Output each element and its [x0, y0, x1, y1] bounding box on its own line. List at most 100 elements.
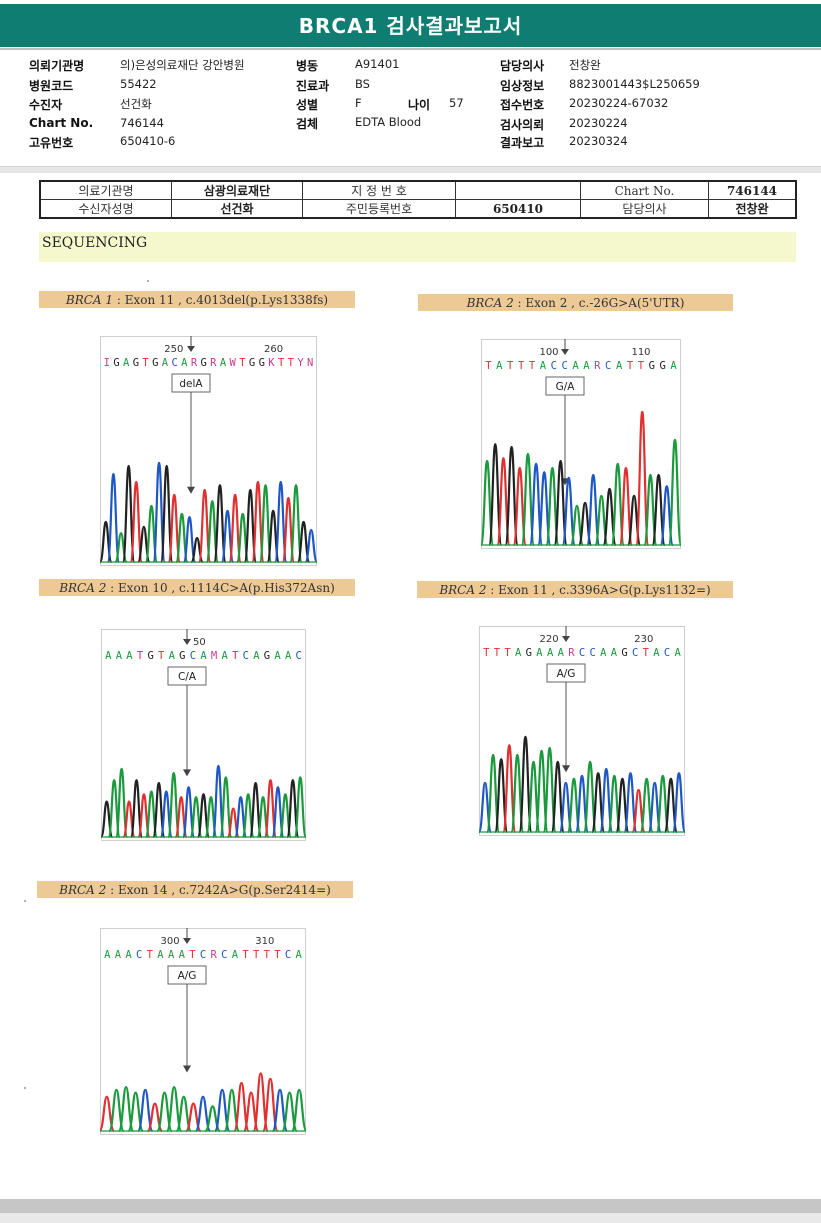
base-call: G	[133, 357, 139, 369]
receipt-no-label: 접수번호	[500, 98, 545, 112]
scan-speck	[24, 900, 26, 902]
base-call: A	[675, 647, 682, 659]
base-call: T	[518, 360, 525, 372]
gene-name: BRCA 2	[59, 581, 107, 595]
base-call: A	[157, 949, 164, 961]
base-call: T	[137, 650, 144, 662]
unique-no-value: 650410-6	[120, 134, 176, 148]
base-call: T	[242, 949, 249, 961]
trace-peak	[106, 472, 121, 564]
base-call: R	[594, 360, 601, 372]
chromatogram-c4: 220 230 T T T A G A A A R C C A A G C T A C A A/G	[479, 626, 685, 836]
trace-peak	[219, 776, 233, 839]
base-call: G	[264, 650, 270, 662]
position-tick: 100	[539, 347, 558, 358]
patient-label: 수진자	[29, 98, 63, 112]
base-call: T	[638, 360, 645, 372]
base-call: A	[611, 647, 618, 659]
variant-label-c5: BRCA 2 : Exon 14 , c.7242A>G(p.Ser2414=)	[37, 881, 353, 898]
department-label: 진료과	[296, 79, 330, 93]
base-call: A	[162, 357, 169, 369]
base-call: G	[621, 647, 627, 659]
info-cell: 수신자성명	[39, 199, 172, 219]
base-call: A	[116, 650, 123, 662]
request-date-value: 20230224	[569, 116, 628, 130]
trace-peak	[129, 480, 144, 564]
base-call: A	[547, 647, 554, 659]
base-call: C	[579, 647, 585, 659]
base-call: G	[660, 360, 666, 372]
base-call: T	[142, 357, 149, 369]
hospital-code-label: 병원코드	[29, 79, 74, 93]
patient-info-table: 의료기관명 삼광의료재단 지 정 번 호 Chart No. 746144 수신…	[39, 180, 797, 219]
base-call: A	[285, 650, 292, 662]
base-call: C	[200, 949, 206, 961]
doctor-value: 전창완	[569, 58, 601, 72]
trace-peak	[561, 476, 576, 547]
info-cell	[455, 180, 581, 200]
ward-label: 병동	[296, 59, 319, 73]
base-call: M	[211, 650, 217, 662]
hospital-value: 의)은성의료재단 강안병원	[120, 58, 245, 72]
base-call: C	[605, 360, 611, 372]
sex-label: 성별	[296, 98, 319, 112]
base-call: A	[123, 357, 130, 369]
chart-no-label: Chart No.	[29, 116, 94, 130]
base-call: G	[147, 650, 153, 662]
base-call: A	[168, 949, 175, 961]
base-call: T	[288, 357, 295, 369]
variant-desc: : Exon 10 , c.1114C>A(p.His372Asn)	[106, 581, 335, 595]
base-call: A	[181, 357, 188, 369]
top-arrowhead	[187, 346, 195, 352]
base-call: T	[158, 650, 165, 662]
base-call: C	[562, 360, 568, 372]
variant-desc: : Exon 14 , c.7242A>G(p.Ser2414=)	[106, 883, 331, 897]
base-call: A	[496, 360, 503, 372]
base-call: K	[268, 357, 275, 369]
top-arrowhead	[183, 938, 191, 944]
base-call: A	[600, 647, 607, 659]
age-value: 57	[449, 96, 464, 110]
base-call: C	[285, 949, 291, 961]
base-call: A	[200, 650, 207, 662]
base-call: G	[113, 357, 119, 369]
variant-desc: : Exon 11 , c.4013del(p.Lys1338fs)	[113, 293, 329, 307]
position-tick: 250	[164, 344, 183, 355]
base-call: Y	[297, 357, 304, 369]
base-call: R	[210, 949, 217, 961]
footer-strip	[0, 1213, 821, 1223]
pointer-arrowhead	[183, 1065, 191, 1073]
info-cell: 전창완	[708, 199, 797, 219]
callout-label: A/G	[178, 970, 197, 982]
top-arrowhead	[562, 636, 570, 642]
base-call: A	[104, 949, 111, 961]
base-call: C	[664, 647, 670, 659]
info-cell: 지 정 번 호	[302, 180, 456, 200]
base-call: T	[485, 360, 492, 372]
base-call: N	[307, 357, 313, 369]
pointer-arrowhead	[183, 769, 191, 777]
base-call: I	[104, 357, 110, 369]
base-call: T	[643, 647, 650, 659]
base-call: G	[200, 357, 206, 369]
base-call: T	[504, 647, 511, 659]
callout-label: delA	[179, 378, 203, 390]
receipt-no-value: 20230224-67032	[569, 96, 669, 110]
panel-frame	[100, 928, 306, 1135]
base-call: C	[296, 650, 302, 662]
trace-peak	[667, 438, 681, 547]
header-divider	[0, 166, 821, 173]
hospital-code-value: 55422	[120, 77, 157, 91]
base-call: C	[632, 647, 638, 659]
base-call: G	[526, 647, 532, 659]
clinical-info-label: 임상정보	[500, 79, 545, 93]
base-call: R	[210, 357, 217, 369]
panel-frame	[101, 629, 306, 841]
chart-no-value: 746144	[120, 116, 164, 130]
base-call: T	[627, 360, 634, 372]
base-call: C	[551, 360, 557, 372]
